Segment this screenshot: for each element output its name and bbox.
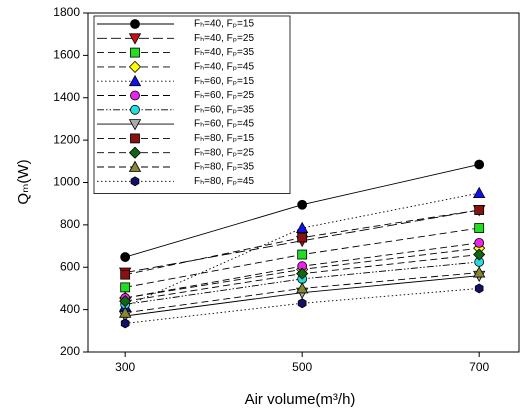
marker [128, 33, 142, 45]
x-tick-label: 700 [469, 360, 489, 374]
marker [295, 221, 309, 233]
y-tick-label: 1400 [53, 90, 80, 104]
marker [128, 146, 142, 159]
marker [128, 74, 142, 87]
legend-label: Fₕ=80, Fₚ=25 [194, 147, 254, 158]
legend-label: Fₕ=80, Fₚ=15 [194, 133, 254, 144]
marker [128, 160, 142, 172]
marker [474, 283, 484, 294]
marker [128, 119, 142, 131]
legend-label: Fₕ=60, Fₚ=35 [194, 104, 254, 115]
legend-label: Fₕ=40, Fₚ=15 [194, 19, 254, 30]
marker [474, 159, 485, 170]
legend-label: Fₕ=40, Fₚ=35 [194, 47, 254, 58]
marker [473, 248, 486, 261]
marker [130, 104, 140, 115]
legend-box [93, 15, 291, 195]
marker [295, 282, 309, 294]
y-tick-label: 1000 [53, 175, 80, 189]
marker [474, 205, 485, 215]
marker [130, 19, 140, 29]
marker [120, 318, 130, 329]
marker [120, 269, 131, 280]
marker [472, 186, 486, 198]
marker [297, 249, 308, 260]
x-tick-label: 300 [115, 360, 135, 374]
marker [472, 266, 486, 278]
x-axis-label: Air volume(m³/h) [245, 391, 356, 408]
y-tick-label: 200 [60, 344, 80, 358]
marker [297, 199, 308, 210]
y-tick-label: 800 [60, 217, 80, 231]
y-tick-label: 400 [60, 302, 80, 316]
legend-label: Fₕ=60, Fₚ=25 [194, 90, 254, 101]
y-tick-label: 1200 [53, 132, 80, 146]
y-axis-label: Qₘ(W) [15, 159, 32, 204]
marker [120, 282, 131, 293]
legend-label: Fₕ=80, Fₚ=35 [194, 162, 254, 173]
marker [474, 237, 485, 248]
marker [130, 90, 140, 101]
legend-label: Fₕ=60, Fₚ=15 [194, 76, 254, 87]
legend-label: Fₕ=40, Fₚ=45 [194, 62, 254, 73]
y-tick-label: 1600 [53, 48, 80, 62]
marker [296, 267, 309, 280]
marker [118, 306, 132, 318]
marker [120, 252, 131, 262]
y-tick-label: 1800 [53, 5, 80, 19]
x-tick-label: 500 [292, 360, 312, 374]
legend-label: Fₕ=40, Fₚ=25 [194, 33, 254, 44]
y-tick-label: 600 [60, 259, 80, 273]
legend-label: Fₕ=60, Fₚ=45 [194, 119, 254, 130]
series-line [125, 287, 480, 324]
marker [130, 176, 140, 187]
marker [128, 60, 142, 73]
marker [297, 232, 308, 243]
marker [297, 298, 307, 309]
legend-label: Fₕ=80, Fₚ=45 [194, 176, 254, 187]
marker [130, 133, 140, 144]
marker [130, 47, 140, 58]
series-line [124, 192, 480, 307]
marker [474, 223, 485, 233]
